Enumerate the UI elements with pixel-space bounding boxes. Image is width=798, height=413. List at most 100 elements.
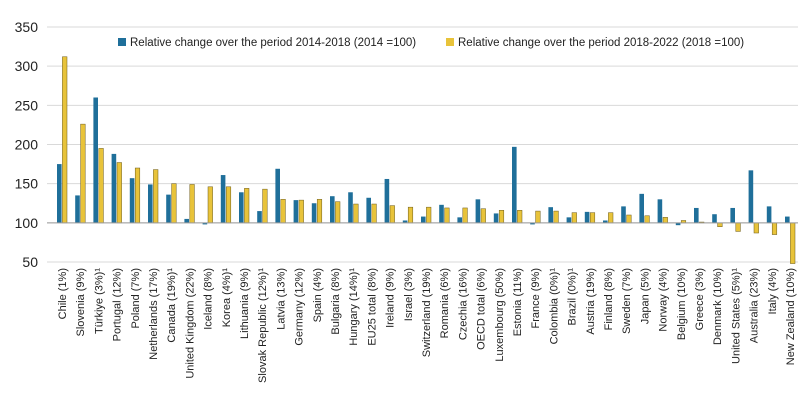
bar-2014-2018-9: [220, 175, 226, 223]
bar-2014-2018-30: [603, 220, 608, 223]
bar-2014-2018-23: [475, 199, 481, 223]
bar-2018-2022-11: [262, 188, 268, 224]
bar-2014-2018-37: [730, 207, 735, 223]
y-tick-label: 250: [15, 97, 39, 113]
x-category-label: Hungary (14%)¹: [348, 268, 360, 346]
bar-2018-2022-12: [280, 199, 286, 224]
bar-2018-2022-20: [426, 206, 432, 224]
bar-2014-2018-1: [75, 195, 80, 223]
gridlines: [47, 26, 798, 263]
bar-2014-2018-22: [457, 217, 462, 223]
bar-2018-2022-9: [225, 186, 232, 224]
bar-2018-2022-25: [517, 210, 523, 224]
bar-2014-2018-18: [384, 178, 390, 223]
x-category-label: Luxembourg (50%): [494, 268, 506, 362]
bar-2018-2022-29: [589, 212, 596, 224]
bar-2014-2018-28: [566, 217, 572, 223]
y-tick-label: 300: [15, 58, 39, 74]
bar-2018-2022-28: [571, 212, 577, 224]
x-category-label: Ireland (9%): [385, 268, 397, 328]
x-category-label: Estonia (11%): [512, 268, 524, 336]
y-axis-ticks: 50 100 150 200 250 300 350: [15, 19, 39, 270]
bars: [57, 56, 796, 264]
bar-2014-2018-12: [275, 168, 280, 223]
x-category-label: Belgium (10%): [676, 268, 688, 340]
bar-2014-2018-24: [493, 213, 499, 223]
bar-2018-2022-24: [498, 210, 505, 224]
x-category-label: Australia (23%): [749, 268, 761, 343]
bar-2014-2018-40: [785, 216, 790, 223]
bar-2018-2022-1: [80, 123, 86, 224]
bar-2014-2018-7: [184, 218, 189, 223]
x-category-label: Bulgaria (8%): [330, 268, 342, 335]
bar-2018-2022-17: [371, 203, 377, 224]
legend-label-2014-2018: Relative change over the period 2014-201…: [130, 37, 416, 49]
bar-2014-2018-34: [675, 222, 681, 226]
x-category-label: Italy (4%): [767, 268, 779, 314]
y-tick-label: 150: [15, 176, 39, 192]
bar-2018-2022-26: [535, 210, 541, 224]
bar-2018-2022-18: [389, 205, 395, 224]
bar-2018-2022-40: [790, 222, 796, 264]
bar-2018-2022-4: [134, 167, 141, 224]
bar-2018-2022-19: [407, 206, 414, 224]
bar-2018-2022-5: [153, 169, 159, 224]
x-category-label: Slovak Republic (12%)¹: [257, 268, 269, 383]
bar-2018-2022-37: [735, 222, 741, 232]
bar-2018-2022-36: [717, 222, 723, 228]
bar-2018-2022-38: [753, 222, 759, 234]
y-tick-label: 350: [15, 19, 39, 35]
bar-2014-2018-16: [348, 192, 353, 223]
bar-2014-2018-6: [166, 194, 171, 223]
bar-2014-2018-39: [766, 206, 772, 223]
bar-2018-2022-21: [444, 207, 450, 224]
y-tick-label: 200: [15, 137, 39, 153]
bar-2018-2022-14: [316, 199, 323, 224]
x-category-label: Austria (19%): [585, 268, 597, 335]
x-category-label: EU25 total (8%): [366, 268, 378, 346]
bar-2018-2022-3: [116, 162, 122, 224]
x-category-label: Romania (6%): [439, 268, 451, 338]
bar-2014-2018-0: [57, 164, 62, 223]
bar-2014-2018-8: [202, 222, 208, 225]
bar-2014-2018-20: [421, 216, 426, 223]
x-category-label: France (9%): [530, 268, 542, 329]
x-category-label: Spain (4%): [312, 268, 324, 322]
bar-2014-2018-29: [584, 211, 590, 223]
bar-2014-2018-4: [129, 178, 135, 223]
bar-2014-2018-25: [512, 146, 517, 223]
x-category-label: Slovenia (9%): [75, 268, 87, 336]
x-category-label: Japan (5%): [639, 268, 651, 324]
bar-2018-2022-30: [608, 212, 614, 224]
bar-2018-2022-32: [644, 215, 650, 224]
x-category-label: United Kingdom (22%): [184, 268, 196, 379]
x-category-label: Latvia (13%): [275, 268, 287, 330]
bar-2018-2022-23: [480, 208, 486, 224]
x-category-label: Türkiye (3%)¹: [93, 268, 105, 334]
bar-2014-2018-14: [311, 203, 317, 223]
bar-2014-2018-27: [548, 207, 553, 223]
x-category-label: Brazil (0%)¹: [567, 268, 579, 326]
bar-2018-2022-15: [335, 201, 341, 224]
bar-2014-2018-32: [639, 193, 644, 223]
bar-2018-2022-31: [626, 214, 632, 224]
x-category-label: Portugal (12%): [112, 268, 124, 341]
x-category-label: New Zealand (10%): [785, 268, 797, 365]
bar-2018-2022-27: [553, 210, 559, 224]
x-axis-labels: Chile (1%) Slovenia (9%) Türkiye (3%)¹ Port…: [57, 268, 797, 383]
bar-2014-2018-15: [330, 196, 335, 223]
x-category-label: Chile (1%): [57, 268, 69, 319]
bar-2018-2022-39: [771, 222, 778, 235]
x-category-label: Denmark (10%): [712, 268, 724, 345]
x-category-label: Canada (19%)¹: [166, 268, 178, 343]
x-category-label: Greece (3%): [694, 268, 706, 330]
x-category-label: OECD total (6%): [476, 268, 488, 350]
x-category-label: Norway (4%): [658, 268, 670, 332]
bar-2014-2018-38: [748, 170, 754, 223]
y-tick-label: 50: [22, 254, 38, 270]
x-category-label: Korea (4%)¹: [221, 268, 233, 328]
bar-2014-2018-36: [712, 214, 717, 223]
x-category-label: Finland (8%): [603, 268, 615, 330]
